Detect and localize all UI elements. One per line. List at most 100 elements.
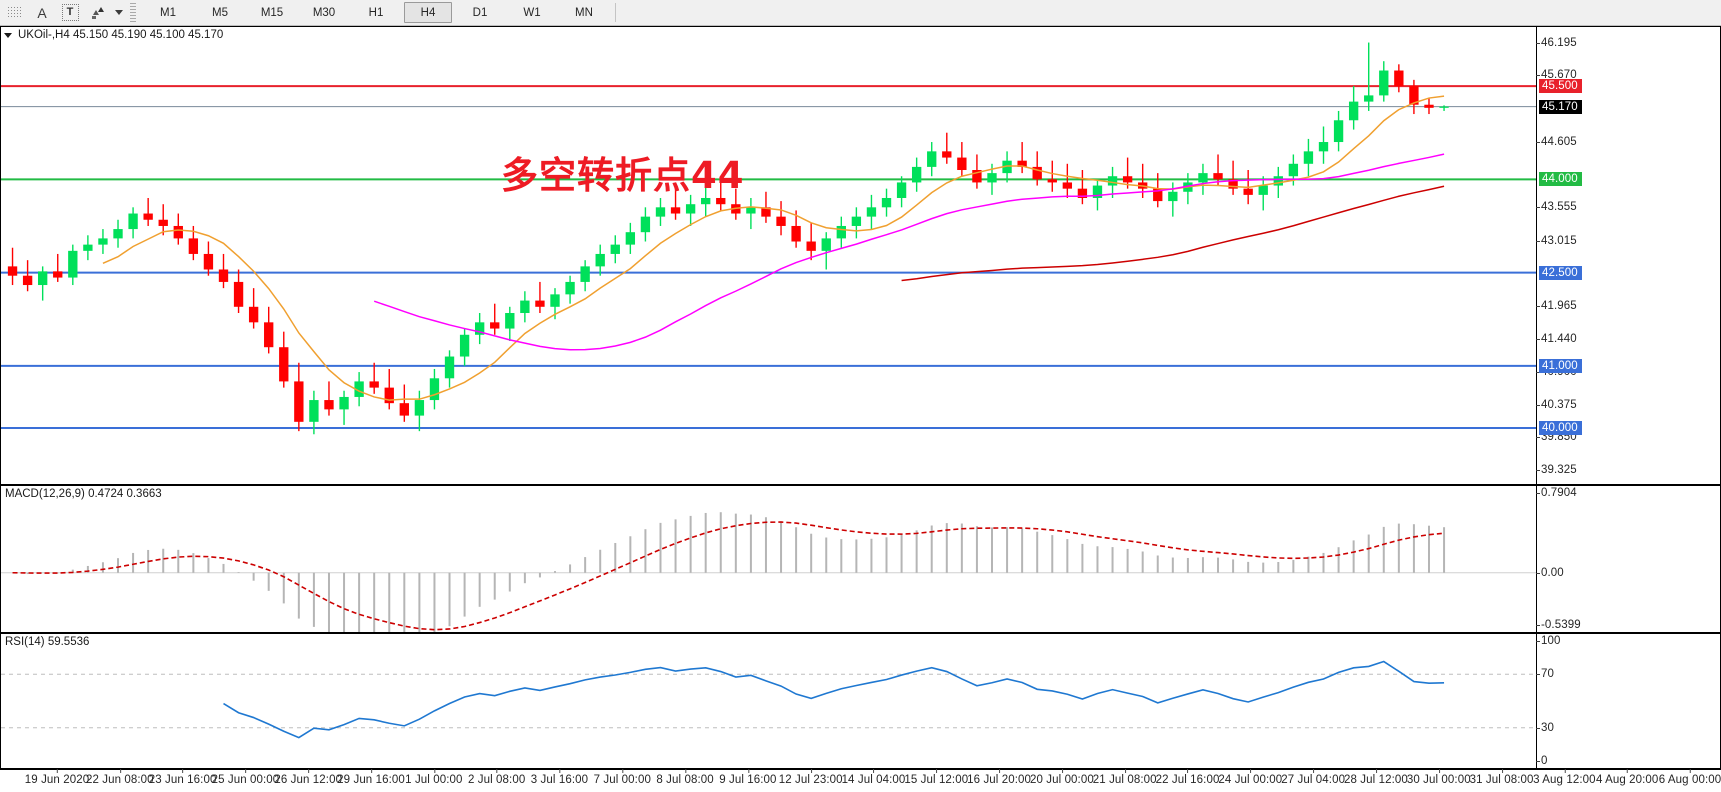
price-level-label-40-000[interactable]: 40.000 — [1539, 421, 1582, 436]
price-level-label-41-000[interactable]: 41.000 — [1539, 358, 1582, 373]
macd-header: MACD(12,26,9) 0.4724 0.3663 — [5, 488, 162, 500]
price-tick: 43.015 — [1536, 234, 1577, 247]
time-tick: 8 Jul 08:00 — [656, 769, 714, 786]
time-tick: 6 Aug 00:00 — [1658, 769, 1721, 786]
candle-body — [143, 213, 153, 220]
candle-body — [7, 266, 18, 276]
candle-body — [550, 294, 560, 307]
time-tick: 28 Jul 12:00 — [1344, 769, 1408, 786]
price-tick: 43.555 — [1536, 201, 1577, 213]
ma-line — [102, 95, 1445, 401]
price-plot-area[interactable]: 多空转折点44 — [1, 27, 1536, 484]
toolbar-drag-handle[interactable] — [130, 3, 136, 22]
candlestick-svg — [1, 42, 1536, 435]
objects-dropdown-icon[interactable] — [112, 1, 126, 24]
timeframe-w1[interactable]: W1 — [523, 6, 541, 19]
candle-body — [264, 322, 274, 348]
macd-tick: -0.5399 — [1536, 619, 1581, 631]
macd-axis: 0.7904 0.00 -0.5399 — [1536, 486, 1720, 632]
candle-body — [972, 170, 982, 183]
candle-body — [625, 232, 636, 245]
rsi-tick: 100 — [1536, 635, 1561, 647]
timeframe-m5[interactable]: M5 — [212, 6, 228, 19]
candle-body — [53, 271, 63, 278]
candle-body — [851, 216, 862, 226]
price-level-label-45-500[interactable]: 45.500 — [1539, 79, 1582, 94]
candle-body — [806, 241, 816, 251]
candle-body — [1243, 188, 1253, 195]
price-chart-pane[interactable]: UKOil-,H4 45.150 45.190 45.100 45.170 多空… — [0, 26, 1721, 485]
timeframe-h1[interactable]: H1 — [368, 6, 384, 19]
time-axis-line — [0, 769, 1721, 770]
text-font-icon[interactable]: A — [37, 4, 47, 21]
time-tick: 26 Jun 12:00 — [274, 769, 343, 786]
candle-body — [1228, 179, 1238, 189]
rsi-svg — [1, 660, 1536, 739]
candle-body — [881, 197, 892, 208]
time-tick: 1 Jul 00:00 — [405, 769, 463, 786]
candle-body — [1439, 106, 1449, 108]
candle-body — [474, 322, 485, 335]
candle-body — [83, 244, 93, 251]
chevron-down-icon[interactable] — [4, 32, 12, 38]
objects-icon[interactable] — [84, 1, 112, 24]
candle-body — [1077, 188, 1088, 198]
grid-icon[interactable] — [0, 1, 28, 24]
candle-body — [670, 207, 681, 214]
price-level-label-45-170[interactable]: 45.170 — [1539, 99, 1582, 114]
time-tick: 2 Jul 08:00 — [467, 769, 526, 786]
candle-body — [248, 306, 259, 323]
timeframe-m30[interactable]: M30 — [312, 6, 336, 19]
candle-body — [128, 213, 138, 230]
timeframe-h4[interactable]: H4 — [404, 2, 452, 23]
rsi-tick: 70 — [1536, 668, 1554, 681]
symbol-header[interactable]: UKOil-,H4 45.150 45.190 45.100 45.170 — [4, 29, 223, 41]
candle-body — [685, 204, 696, 214]
macd-plot-area[interactable] — [1, 486, 1536, 632]
candle-body — [324, 400, 334, 410]
text-label-icon[interactable]: T — [56, 1, 84, 24]
candle-body — [414, 400, 425, 416]
candle-body — [233, 281, 244, 307]
time-tick: 15 Jul 12:00 — [904, 769, 969, 786]
time-tick: 21 Jul 08:00 — [1092, 769, 1157, 786]
candle-body — [1062, 182, 1073, 189]
candle-body — [896, 182, 907, 198]
candle-body — [1168, 191, 1178, 202]
macd-tick: 0.00 — [1536, 566, 1564, 579]
time-axis[interactable]: 19 Jun 2020 22 Jun 08:00 23 Jun 16:00 25 Ju… — [0, 769, 1721, 792]
candle-body — [535, 300, 545, 307]
candle-body — [640, 216, 651, 233]
time-tick: 22 Jun 08:00 — [85, 769, 154, 786]
candle-body — [701, 197, 711, 205]
toolbar-divider — [615, 3, 616, 22]
price-axis[interactable]: 46.195 45.670 44.605 43.555 43.015 41.965 41.4… — [1536, 27, 1720, 484]
macd-pane[interactable]: MACD(12,26,9) 0.4724 0.3663 0.7904 0.00 -0… — [0, 485, 1721, 633]
macd-svg — [1, 512, 1536, 632]
time-tick: 3 Aug 12:00 — [1533, 769, 1596, 786]
ma-line — [901, 185, 1445, 282]
time-tick: 12 Jul 23:00 — [778, 769, 843, 786]
timeframe-m15[interactable]: M15 — [260, 6, 284, 19]
timeframe-mn[interactable]: MN — [575, 6, 593, 19]
candle-body — [821, 238, 831, 251]
rsi-plot-area[interactable] — [1, 634, 1536, 768]
candle-body — [399, 403, 409, 416]
timeframe-d1[interactable]: D1 — [472, 6, 488, 19]
price-tick: 40.375 — [1536, 398, 1577, 411]
price-level-label-44-000[interactable]: 44.000 — [1539, 172, 1582, 187]
timeframe-m1[interactable]: M1 — [160, 6, 176, 19]
candle-body — [22, 275, 33, 286]
candle-body — [595, 253, 605, 267]
candle-body — [459, 334, 470, 357]
candle-body — [791, 225, 801, 242]
time-tick: 20 Jul 00:00 — [1029, 769, 1094, 786]
rsi-pane[interactable]: RSI(14) 59.5536 100 70 30 0 — [0, 633, 1721, 769]
candle-body — [716, 197, 726, 205]
candle-body — [444, 356, 455, 379]
candle-body — [203, 253, 214, 270]
time-tick: 27 Jul 04:00 — [1281, 769, 1346, 786]
price-level-label-42-500[interactable]: 42.500 — [1539, 265, 1582, 280]
ma-line — [373, 153, 1445, 351]
